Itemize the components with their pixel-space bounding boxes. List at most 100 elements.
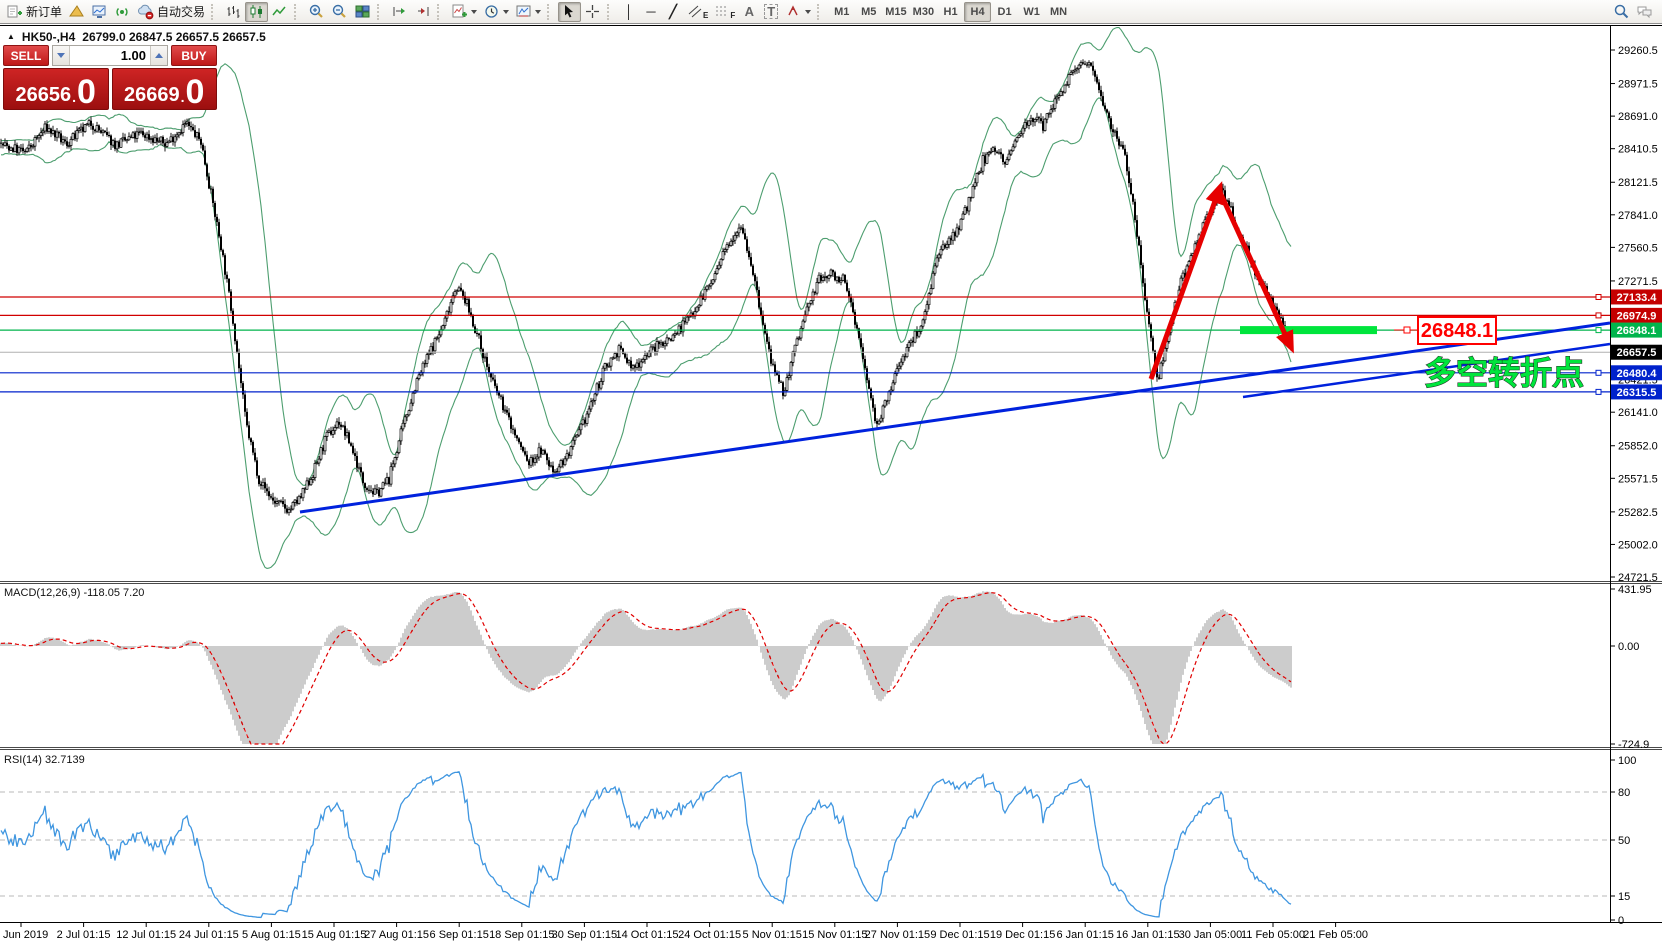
timeframe-H4[interactable]: H4 xyxy=(964,1,992,22)
toolbar-separator xyxy=(817,3,823,20)
volume-increase-button[interactable] xyxy=(150,46,167,65)
vertical-line-tool[interactable]: │ xyxy=(618,2,640,22)
trendline-icon: ╱ xyxy=(669,4,677,19)
price-level-label: 26974.9 xyxy=(1617,310,1657,322)
timeframe-W1[interactable]: W1 xyxy=(1023,5,1040,18)
fibonacci-icon xyxy=(716,6,729,16)
toolbar-separator xyxy=(294,3,300,20)
line-chart-icon xyxy=(272,6,286,16)
tile-windows-button[interactable] xyxy=(351,2,374,22)
new-order-button[interactable]: 新订单 xyxy=(3,2,65,22)
indicators-button[interactable] xyxy=(448,2,480,22)
price-tick: 25571.5 xyxy=(1618,473,1658,485)
level-handle xyxy=(1595,388,1602,395)
trendline-tool[interactable]: ╱ xyxy=(662,2,684,22)
date-label: 9 Dec 01:15 xyxy=(930,929,989,941)
autotrading-icon xyxy=(138,4,154,20)
terminal-button[interactable] xyxy=(88,2,111,22)
new-order-label: 新订单 xyxy=(26,5,63,19)
date-label: 11 Feb 05:00 xyxy=(1241,929,1305,941)
volume-input[interactable] xyxy=(70,46,150,65)
macd-label: MACD(12,26,9) -118.05 7.20 xyxy=(4,587,144,599)
date-label: 18 Sep 01:15 xyxy=(489,929,554,941)
chart-symbol-icon: ▲ xyxy=(7,31,15,41)
chart-shift-icon xyxy=(418,7,429,16)
macd-axis-tick: 431.95 xyxy=(1618,584,1652,596)
chart-symbol-period: HK50-,H4 xyxy=(21,30,76,44)
auto-scroll-button[interactable] xyxy=(388,2,411,22)
line-chart-button[interactable] xyxy=(268,2,291,22)
toolbar-separator xyxy=(211,3,217,20)
price-level-label: 26480.4 xyxy=(1617,368,1658,380)
price-axis[interactable]: 29260.5 28971.5 28691.0 28410.5 28121.5 27841… xyxy=(1610,45,1662,927)
buy-price-frac: 0 xyxy=(185,73,205,111)
timeframe-M1[interactable]: M1 xyxy=(834,5,850,18)
templates-dropdown-caret[interactable] xyxy=(535,9,542,14)
text-tool[interactable]: A xyxy=(738,2,760,22)
search-icon[interactable] xyxy=(1613,3,1630,20)
date-label: 5 Nov 01:15 xyxy=(743,929,802,941)
price-tick: 28971.5 xyxy=(1618,79,1658,91)
date-label: 19 Dec 01:15 xyxy=(990,929,1055,941)
equidistant-channel-tool[interactable]: E xyxy=(684,2,711,22)
price-box-label: 26848.1 xyxy=(1421,320,1493,342)
buy-price-button[interactable]: 26669. 0 xyxy=(111,68,217,111)
triangle-up-icon xyxy=(155,53,163,58)
bar-chart-button[interactable] xyxy=(222,2,245,22)
fibonacci-tool[interactable]: F xyxy=(711,2,738,22)
timeframe-M5[interactable]: M5 xyxy=(861,5,877,18)
rsi-axis-tick: 50 xyxy=(1618,835,1630,847)
price-level-label-bg xyxy=(1611,384,1662,400)
autotrading-label: 自动交易 xyxy=(157,5,206,19)
level-handle xyxy=(1595,369,1602,376)
timeframe-D1[interactable]: D1 xyxy=(997,5,1012,18)
crosshair-button[interactable] xyxy=(581,2,604,22)
candlestick-chart-button[interactable] xyxy=(245,1,269,22)
signals-button[interactable] xyxy=(111,2,134,22)
buy-button[interactable]: BUY xyxy=(171,45,217,66)
crosshair-icon xyxy=(586,5,600,18)
red-arrow-annotation[interactable] xyxy=(1148,181,1294,380)
templates-button[interactable] xyxy=(512,2,544,22)
periods-button[interactable] xyxy=(480,2,512,22)
autotrading-button[interactable]: 自动交易 xyxy=(134,2,208,22)
arrows-dropdown-caret[interactable] xyxy=(805,9,812,14)
sell-price-button[interactable]: 26656. 0 xyxy=(3,68,109,110)
timeframe-MN[interactable]: MN xyxy=(1050,5,1068,18)
timeframe-H1[interactable]: H1 xyxy=(943,5,958,18)
price-tick: 25852.0 xyxy=(1618,441,1658,453)
sell-button[interactable]: SELL xyxy=(3,45,49,66)
blue-trendlines[interactable] xyxy=(299,321,1611,514)
buy-price-dot: . xyxy=(180,89,185,105)
arrows-icon xyxy=(788,5,798,16)
date-label: 6 Sep 01:15 xyxy=(430,929,489,941)
volume-decrease-button[interactable] xyxy=(53,46,70,65)
indicators-dropdown-caret[interactable] xyxy=(471,9,478,14)
periods-dropdown-caret[interactable] xyxy=(503,9,510,14)
price-level-label-bg xyxy=(1611,322,1662,338)
rsi-axis-tick: 80 xyxy=(1618,787,1630,799)
zoom-in-button[interactable] xyxy=(305,2,328,22)
bar-chart-icon xyxy=(227,6,240,18)
arrows-tool[interactable] xyxy=(782,2,814,22)
rsi-label: RSI(14) 32.7139 xyxy=(4,754,85,766)
price-level-label-bg xyxy=(1611,365,1662,381)
chart-shift-button[interactable] xyxy=(411,2,434,22)
pane-frames xyxy=(0,25,1662,923)
sell-price-dot: . xyxy=(72,89,77,105)
buy-price-int: 26669 xyxy=(124,84,180,106)
green-highlight-bar[interactable] xyxy=(1240,326,1377,335)
price-box-annotation[interactable]: 26848.1 xyxy=(1394,316,1497,345)
one-click-trading-panel: SELL BUY 26656.0 26669.0 xyxy=(3,45,217,110)
horizontal-line-tool[interactable]: ─ xyxy=(640,2,662,22)
cursor-button[interactable] xyxy=(558,1,582,22)
timeframe-M30[interactable]: M30 xyxy=(912,5,935,18)
chat-icon[interactable] xyxy=(1636,3,1653,20)
depth-of-market-button[interactable] xyxy=(65,2,88,22)
text-label-tool[interactable]: T xyxy=(760,2,782,22)
date-label: 27 Nov 01:15 xyxy=(865,929,930,941)
zoom-out-button[interactable] xyxy=(328,2,351,22)
timeframe-M15[interactable]: M15 xyxy=(885,5,907,18)
